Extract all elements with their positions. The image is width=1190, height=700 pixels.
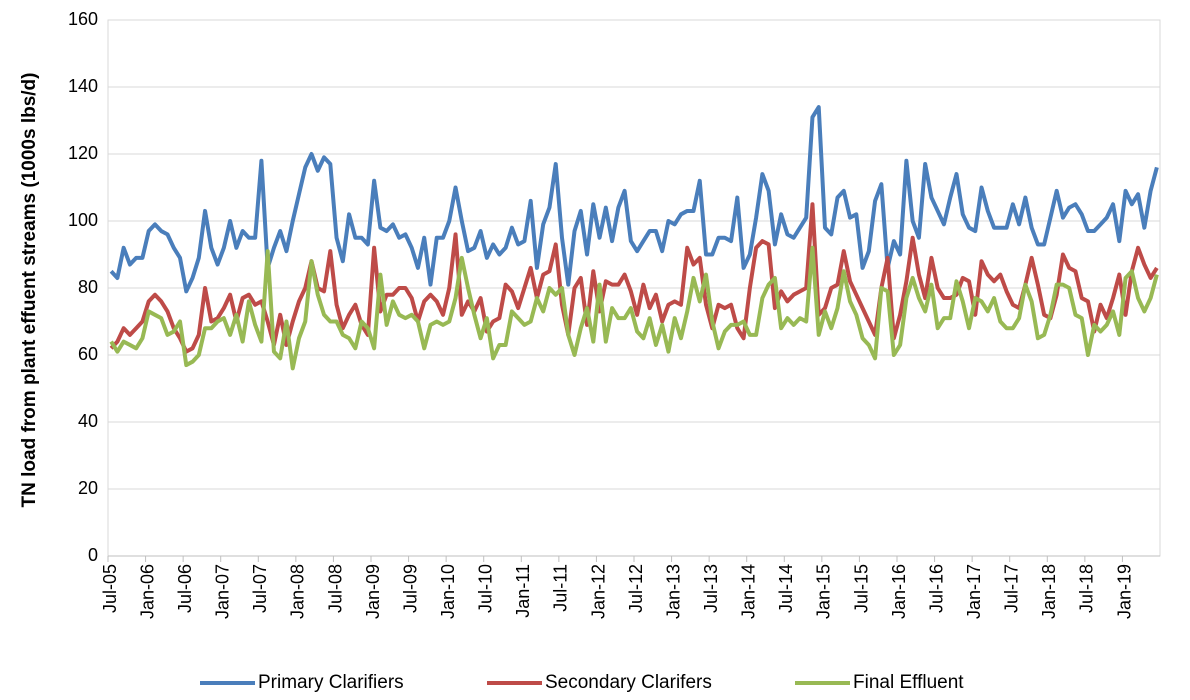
x-tick-label: Jan-17	[964, 564, 984, 619]
y-tick-label: 120	[68, 143, 98, 163]
x-tick-label: Jan-10	[438, 564, 458, 619]
x-tick-label: Jul-08	[325, 564, 345, 613]
x-tick-label: Jul-12	[626, 564, 646, 613]
y-tick-label: 160	[68, 9, 98, 29]
x-tick-label: Jan-19	[1114, 564, 1134, 619]
x-tick-label: Jan-18	[1039, 564, 1059, 619]
x-tick-label: Jul-18	[1077, 564, 1097, 613]
legend-label: Final Effluent	[853, 672, 964, 693]
y-tick-label: 140	[68, 76, 98, 96]
x-tick-label: Jan-06	[137, 564, 157, 619]
x-tick-label: Jan-07	[213, 564, 233, 619]
x-tick-label: Jul-10	[476, 564, 496, 613]
y-axis-title: TN load from plant effuent streams (1000…	[19, 73, 40, 508]
x-tick-label: Jul-13	[701, 564, 721, 613]
legend-label: Primary Clarifiers	[258, 672, 404, 693]
x-tick-label: Jan-16	[889, 564, 909, 619]
x-tick-label: Jan-14	[739, 564, 759, 619]
x-tick-label: Jul-05	[100, 564, 120, 613]
x-tick-label: Jul-11	[551, 564, 571, 612]
x-tick-label: Jul-06	[175, 564, 195, 613]
x-tick-label: Jul-16	[926, 564, 946, 613]
x-tick-label: Jan-12	[588, 564, 608, 619]
x-tick-label: Jul-07	[250, 564, 270, 613]
x-tick-label: Jan-09	[363, 564, 383, 619]
x-tick-label: Jan-11	[513, 564, 533, 618]
x-tick-label: Jan-08	[288, 564, 308, 619]
y-tick-label: 0	[88, 545, 98, 565]
series-line	[109, 105, 1159, 294]
x-tick-label: Jan-13	[663, 564, 683, 619]
y-tick-label: 40	[78, 411, 98, 431]
series-line	[109, 245, 1159, 371]
x-tick-label: Jan-15	[814, 564, 834, 619]
x-tick-label: Jul-14	[776, 564, 796, 613]
series-line	[109, 202, 1159, 354]
y-tick-label: 100	[68, 210, 98, 230]
x-tick-label: Jul-15	[851, 564, 871, 613]
x-tick-label: Jul-17	[1002, 564, 1022, 613]
legend-label: Secondary Clarifers	[545, 672, 712, 693]
y-tick-label: 60	[78, 344, 98, 364]
y-tick-label: 80	[78, 277, 98, 297]
y-tick-label: 20	[78, 478, 98, 498]
x-tick-label: Jul-09	[400, 564, 420, 613]
